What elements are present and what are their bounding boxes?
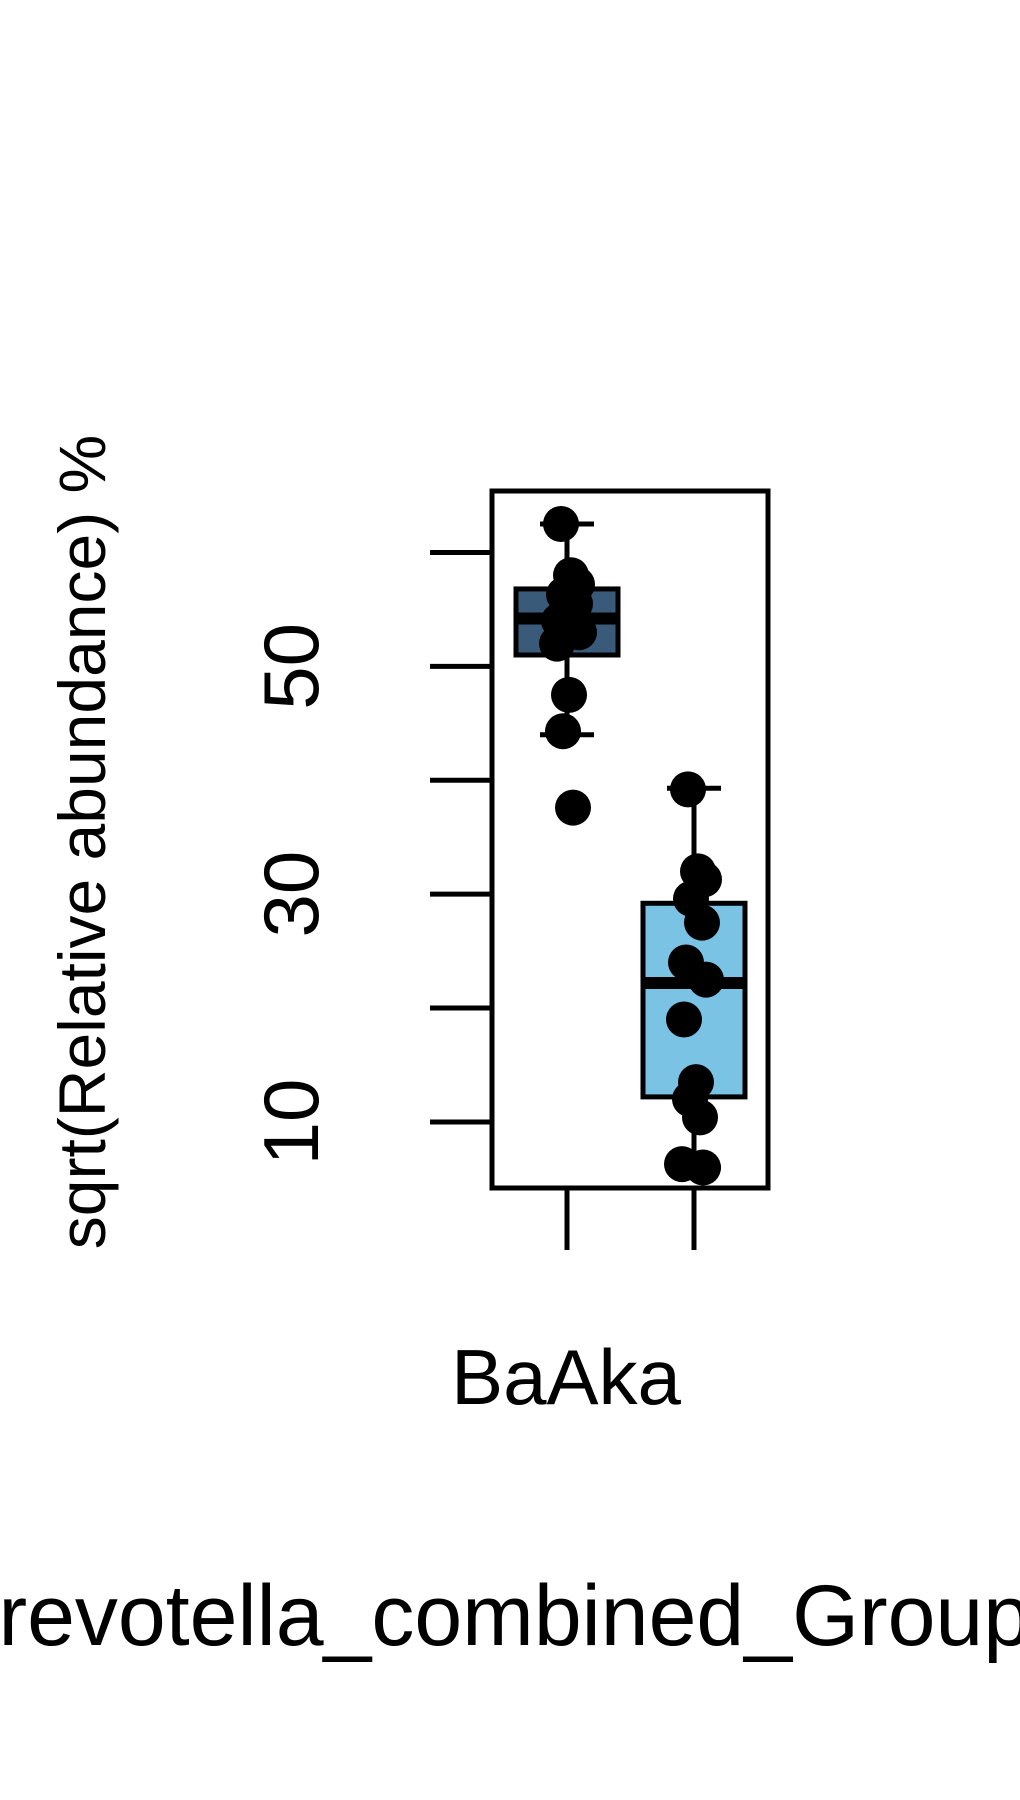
data-point-1-1	[543, 506, 579, 543]
data-point-2-11	[682, 1099, 718, 1136]
y-tick-label-10: 10	[247, 1079, 335, 1166]
y-tick-label-50: 50	[247, 623, 335, 710]
y-axis-label: sqrt(Relative abundance) %	[45, 435, 119, 1249]
data-point-2-7	[688, 961, 724, 998]
data-point-1-11	[555, 789, 591, 826]
x-axis-label: Prevotella_combined_Group$	[0, 1568, 1020, 1664]
data-point-1-10	[545, 713, 581, 750]
plot-area	[430, 488, 771, 1250]
plot-frame	[489, 488, 771, 1191]
data-point-2-8	[666, 1001, 702, 1038]
category-label: BaAka	[451, 1333, 681, 1421]
data-point-1-9	[551, 676, 587, 713]
data-point-2-1	[670, 771, 706, 808]
data-point-2-5	[684, 904, 720, 941]
data-point-1-8	[539, 625, 575, 662]
data-point-2-13	[685, 1149, 721, 1186]
y-tick-label-30: 30	[247, 851, 335, 938]
